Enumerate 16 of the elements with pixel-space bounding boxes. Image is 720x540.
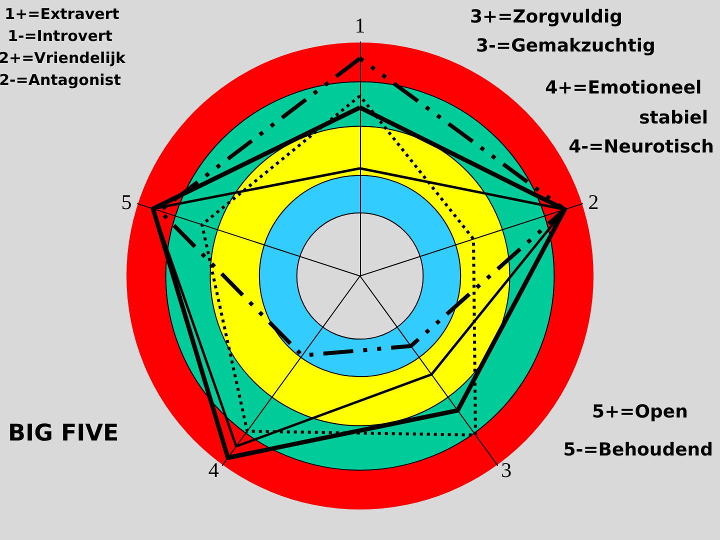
text: 2-=Antagonist	[0, 71, 121, 89]
spoke-label: 4	[208, 458, 220, 482]
text: 4-=Neurotisch	[568, 136, 714, 158]
text: 3+=Zorgvuldig	[470, 6, 623, 28]
text: BIG FIVE	[8, 420, 119, 446]
text: 1+=Extravert	[4, 5, 120, 23]
text: 5-=Behoudend	[563, 440, 713, 460]
text: 2+=Vriendelijk	[0, 49, 126, 67]
text: 4+=Emotioneel stabiel	[545, 78, 708, 128]
text: 5+=Open	[592, 402, 688, 422]
spoke-label: 2	[588, 190, 599, 214]
spoke-label: 3	[501, 458, 512, 482]
text: 3-=Gemakzuchtig	[476, 36, 656, 56]
text: 1-=Introvert	[8, 27, 112, 45]
spoke-label: 5	[121, 190, 132, 214]
spoke-label: 1	[354, 14, 366, 38]
